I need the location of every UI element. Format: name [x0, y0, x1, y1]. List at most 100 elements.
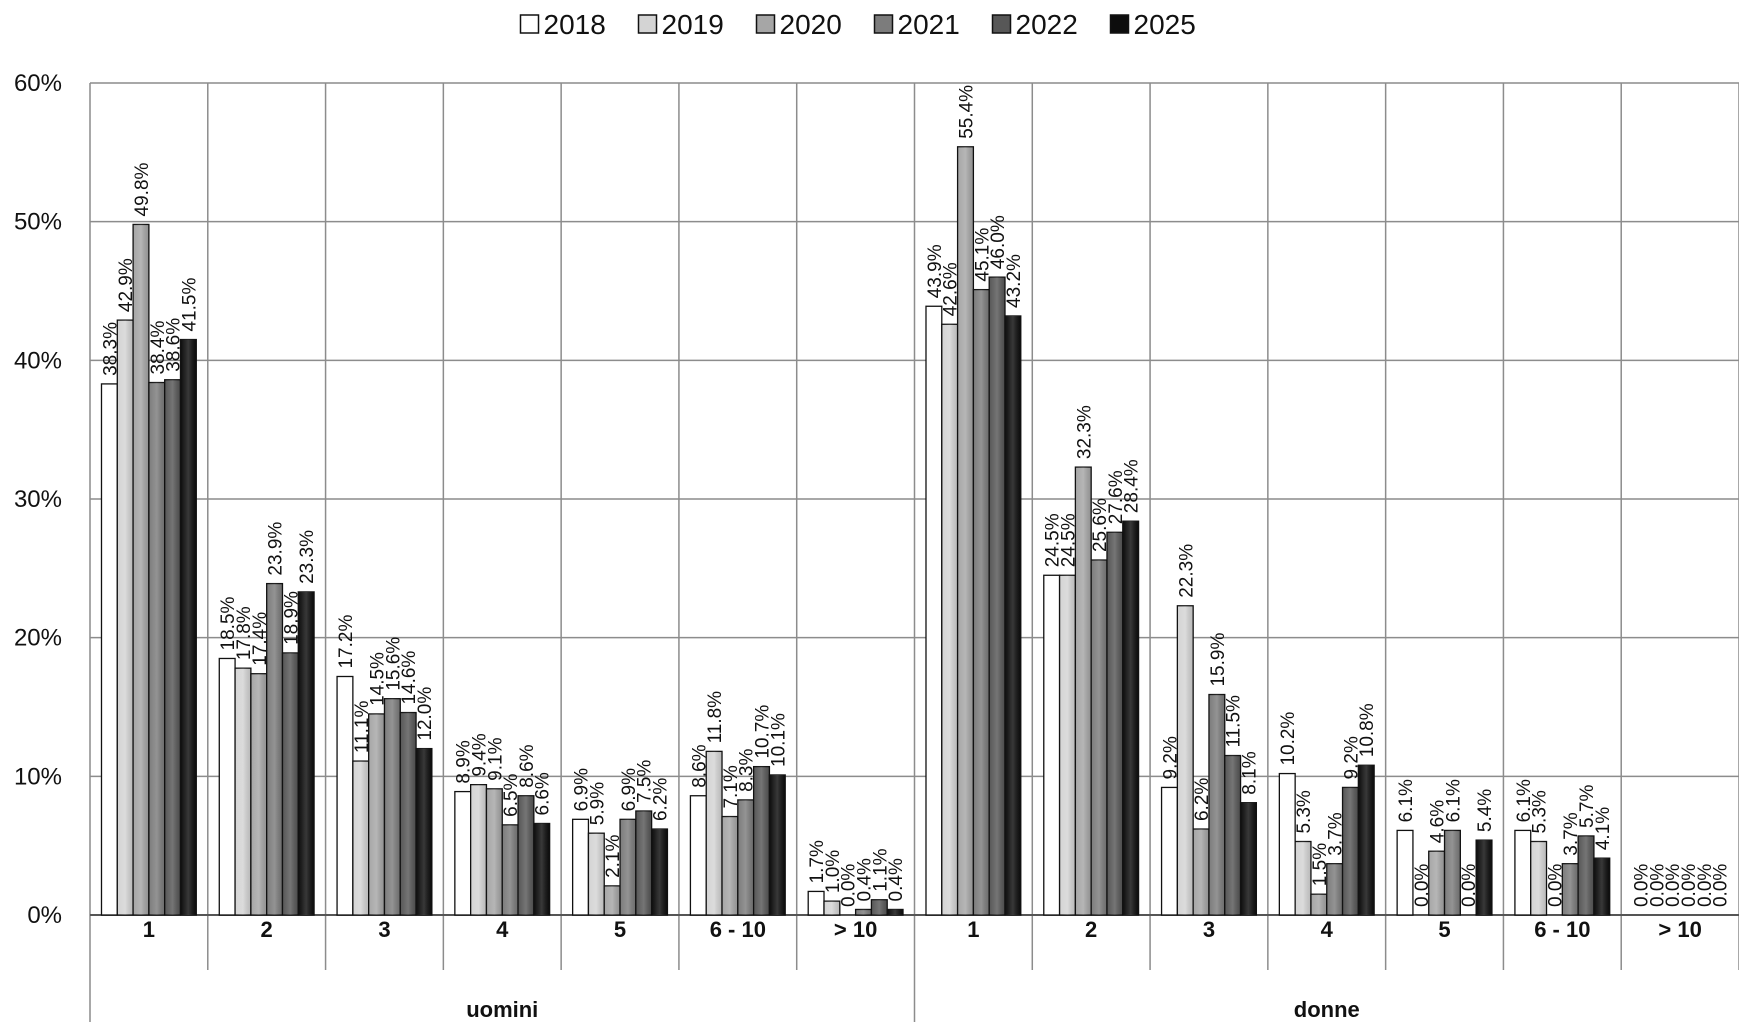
bar-shade	[769, 774, 786, 915]
data-label: 6.9%	[572, 768, 593, 811]
bar-shade	[486, 788, 503, 915]
bar-shade	[722, 816, 738, 915]
bar-shade	[604, 885, 621, 915]
data-label: 27.6%	[1106, 470, 1127, 524]
x-category-label: > 10	[1658, 917, 1701, 942]
bar-shade	[887, 909, 904, 915]
bar-shade	[117, 320, 134, 915]
x-category-label: 2	[1085, 917, 1097, 942]
data-label: 6.5%	[501, 773, 522, 816]
legend-label-2018: 2018	[544, 9, 606, 40]
bar-2018	[1278, 772, 1296, 916]
bar-shade	[1075, 467, 1092, 915]
data-label: 38.3%	[100, 322, 121, 376]
bar-2018	[689, 795, 707, 916]
data-label: 18.9%	[281, 591, 302, 645]
data-label: 1.7%	[807, 840, 828, 883]
data-label: 0.0%	[1663, 864, 1684, 907]
data-label: 0.0%	[839, 864, 860, 907]
data-label: 6.1%	[1514, 779, 1535, 822]
data-label: 28.4%	[1122, 459, 1143, 513]
data-label: 10.1%	[768, 713, 789, 767]
data-label: 15.9%	[1208, 633, 1229, 687]
data-label: 4.6%	[1428, 800, 1449, 843]
bar-2018	[571, 818, 590, 916]
bar-2018	[1396, 829, 1414, 916]
x-category-label: > 10	[834, 917, 877, 942]
data-label: 32.3%	[1074, 405, 1095, 459]
legend-swatch-2022	[991, 14, 1012, 34]
legend-label-2025: 2025	[1134, 9, 1196, 40]
x-category-label: 1	[143, 917, 155, 942]
x-category-label: 5	[614, 917, 626, 942]
data-label: 12.0%	[415, 687, 436, 741]
data-label: 10.7%	[753, 705, 774, 759]
bar-shade	[266, 583, 283, 915]
y-tick-label: 0%	[27, 902, 62, 929]
bar-shade	[1578, 835, 1594, 915]
y-tick-label: 60%	[14, 70, 62, 97]
legend-label-2020: 2020	[780, 9, 842, 40]
bar-shade	[1295, 841, 1311, 915]
data-label: 11.8%	[705, 691, 726, 744]
bar-shade	[416, 748, 432, 915]
bar-shade	[737, 799, 754, 915]
data-label: 38.4%	[148, 321, 169, 375]
bar-shade	[1358, 765, 1375, 915]
data-label: 14.5%	[368, 652, 389, 706]
legend-label-2022: 2022	[1016, 9, 1078, 40]
bar-shade	[941, 324, 958, 915]
data-label: 0.0%	[1545, 864, 1566, 907]
data-label: 8.6%	[517, 744, 538, 787]
y-tick-label: 10%	[14, 763, 62, 790]
data-label: 10.8%	[1357, 703, 1378, 757]
bar-2018	[807, 890, 825, 916]
bar-shade	[1208, 694, 1225, 915]
data-label: 1.5%	[1310, 843, 1331, 886]
data-label: 49.8%	[132, 162, 153, 216]
data-label: 8.3%	[737, 748, 758, 791]
bar-2018	[1160, 786, 1179, 916]
bar-shade	[1059, 575, 1076, 915]
x-category-label: 6 - 10	[710, 917, 766, 942]
bar-shade	[180, 339, 197, 915]
data-label: 0.4%	[886, 858, 907, 901]
bar-2018	[1043, 574, 1061, 916]
data-label: 0.0%	[1679, 864, 1700, 907]
data-label: 0.0%	[1632, 864, 1653, 907]
data-label: 1.0%	[823, 850, 844, 893]
bar-shade	[1177, 605, 1194, 915]
data-label: 55.4%	[956, 85, 977, 139]
data-label: 9.4%	[470, 733, 491, 776]
data-label: 17.4%	[250, 612, 271, 666]
bar-shade	[973, 289, 990, 915]
data-label: 24.5%	[1043, 513, 1064, 567]
bar-2018	[454, 790, 472, 916]
legend-swatch-2020	[755, 14, 776, 34]
data-label: 0.4%	[855, 858, 876, 901]
data-label: 14.6%	[399, 651, 420, 705]
data-label: 15.6%	[383, 637, 404, 691]
data-label: 17.2%	[336, 615, 357, 669]
bar-shade	[533, 823, 550, 915]
data-label: 6.2%	[651, 778, 672, 821]
bar-shade	[298, 591, 315, 915]
bar-shade	[352, 761, 369, 915]
bar-shade	[1562, 863, 1579, 915]
x-category-label: 6 - 10	[1534, 917, 1590, 942]
data-label: 11.5%	[1224, 695, 1245, 748]
chart-legend: 2018 2019 2020 2021 2022 2025	[519, 9, 1196, 40]
data-label: 45.1%	[972, 228, 993, 282]
data-label: 5.9%	[587, 782, 608, 825]
data-label: 5.3%	[1294, 790, 1315, 833]
bar-shade	[502, 824, 519, 915]
bar-shade	[957, 146, 974, 915]
bar-2018	[100, 383, 118, 916]
bar-series	[100, 146, 1611, 916]
data-label: 4.1%	[1593, 807, 1614, 850]
y-tick-label: 50%	[14, 209, 62, 236]
bar-shade	[824, 901, 840, 915]
bar-shade	[1444, 830, 1461, 915]
data-label: 5.3%	[1530, 790, 1551, 833]
